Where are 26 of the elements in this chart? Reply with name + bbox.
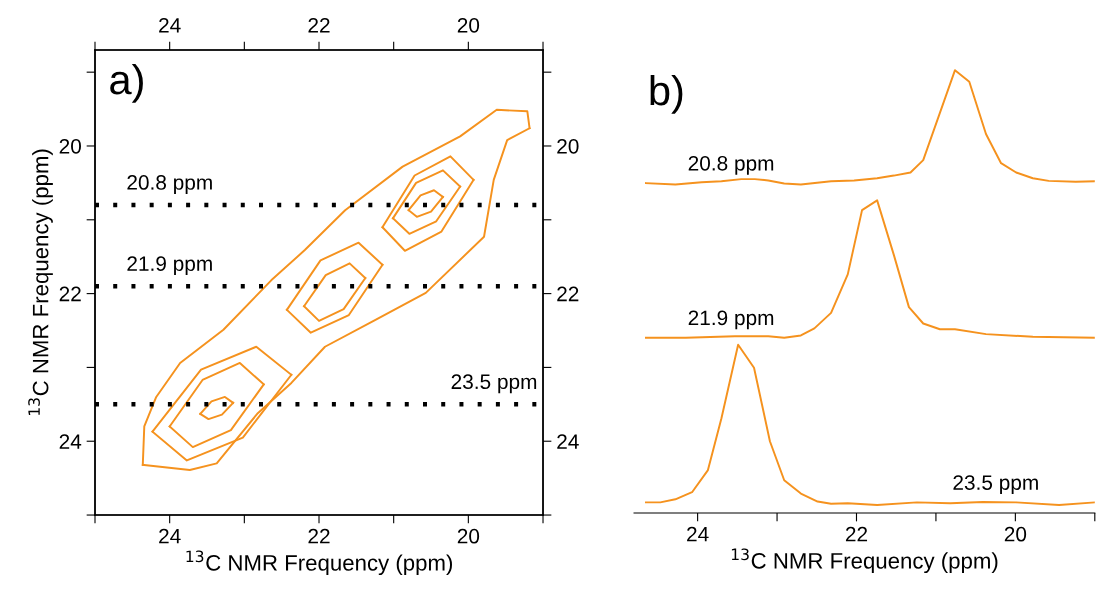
x-tick-label: 22 <box>845 526 868 542</box>
series-label: 21.9 ppm <box>688 310 774 330</box>
annotation: a) <box>110 63 143 103</box>
x-tick-label: 22 <box>308 528 330 544</box>
ref-line-label: 23.5 ppm <box>451 374 537 394</box>
y2-tick-label: 20 <box>557 138 579 154</box>
x-axis-title: $^{13}$C NMR Frequency (ppm) <box>186 550 452 576</box>
series-label: 20.8 ppm <box>688 155 774 175</box>
y-tick-label: 22 <box>59 286 81 302</box>
x-tick-label: 20 <box>1004 526 1027 542</box>
y2-tick-label: 24 <box>557 434 579 449</box>
x-axis-title: $^{13}$C NMR Frequency (ppm) <box>731 548 998 574</box>
annotation: b) <box>650 74 683 114</box>
ref-line-label: 21.9 ppm <box>127 256 212 276</box>
x-tick-label: 24 <box>687 526 709 542</box>
x-tick-label: 24 <box>159 528 181 544</box>
y-tick-label: 24 <box>59 434 82 449</box>
y-tick-label: 20 <box>59 138 81 154</box>
y2-tick-label: 22 <box>557 286 579 302</box>
series-label: 23.5 ppm <box>953 475 1038 495</box>
x-tick-label: 20 <box>457 528 480 544</box>
ref-line-label: 20.8 ppm <box>127 175 212 194</box>
x2-tick-label: 24 <box>159 17 181 33</box>
x2-tick-label: 20 <box>457 17 480 33</box>
y-axis-title: $^{13}$C NMR Frequency (ppm) <box>28 149 53 416</box>
x2-tick-label: 22 <box>308 17 330 33</box>
